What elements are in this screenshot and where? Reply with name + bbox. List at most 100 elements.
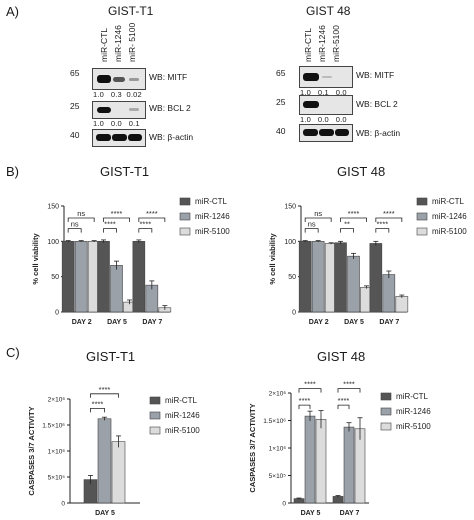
legend-label: miR-5100 xyxy=(432,227,467,236)
panel-a-letter: A) xyxy=(6,4,19,19)
quant-values: 1.0 0.3 0.02 xyxy=(93,90,142,99)
significance-label: **** xyxy=(111,209,123,218)
x-tick-label: DAY 5 xyxy=(344,319,364,326)
bar xyxy=(298,241,312,313)
y-tick-label: 0 xyxy=(282,501,286,508)
y-tick-label: 1×10⁶ xyxy=(269,446,287,453)
panel-c-letter: C) xyxy=(6,345,20,360)
significance-bracket xyxy=(337,404,350,410)
y-tick-label: 0 xyxy=(292,310,296,317)
legend-label: miR-CTL xyxy=(432,197,465,206)
bar xyxy=(110,265,123,313)
chart-title: GIST-T1 xyxy=(100,164,149,179)
bar xyxy=(334,242,347,313)
wb-label: WB: β-actin xyxy=(149,132,194,142)
lane-label: miR- 5100 xyxy=(127,22,137,62)
significance-label: **** xyxy=(343,380,355,389)
y-tick-label: 50 xyxy=(51,274,59,281)
chart-c-gist-48: GIST 48 0 5×10⁵ 1×10⁶ 1.5×10⁶ 2×10⁶ CASPASES 3… xyxy=(248,349,431,517)
legend-label: miR-5100 xyxy=(165,426,200,435)
significance-label: **** xyxy=(139,220,151,229)
legend-label: miR-1246 xyxy=(396,407,431,416)
legend-swatch xyxy=(416,197,428,206)
bar xyxy=(382,274,396,313)
bar xyxy=(97,418,112,504)
bar xyxy=(74,241,88,313)
mw-marker: 40 xyxy=(70,130,80,140)
legend-swatch xyxy=(179,197,191,206)
blot-bcl2 xyxy=(299,95,353,115)
legend-label: miR-CTL xyxy=(165,396,198,405)
y-tick-label: 1×10⁶ xyxy=(48,449,66,456)
y-axis-label: % cell viability xyxy=(268,233,277,285)
blot-title: GIST-T1 xyxy=(108,4,154,18)
legend-swatch xyxy=(380,422,392,431)
significance-bracket xyxy=(337,388,361,393)
x-tick-label: DAY 5 xyxy=(107,319,127,326)
significance-label: ns xyxy=(77,209,85,218)
significance-bracket xyxy=(90,407,105,413)
significance-label: **** xyxy=(304,380,316,389)
wb-label: WB: β-actin xyxy=(356,128,401,138)
blot-mitf xyxy=(92,68,146,90)
legend-swatch xyxy=(149,411,161,420)
chart-b-gist-48: GIST 48 0 50 100 150 % cell viability DAY 2 DAY… xyxy=(268,164,467,326)
wb-label: WB: MITF xyxy=(356,70,395,80)
y-axis-label: CASPASES 3/7 ACTIVITY xyxy=(248,403,257,492)
y-tick-label: 100 xyxy=(284,239,296,246)
significance-label: **** xyxy=(92,399,104,408)
legend-label: miR-5100 xyxy=(396,422,431,431)
significance-bracket xyxy=(138,217,166,223)
blot-mitf xyxy=(299,66,353,88)
x-tick-label: DAY 7 xyxy=(142,319,162,326)
blot-beta-actin xyxy=(92,129,146,147)
chart-b-gist-t1: GIST-T1 0 50 100 150 % cell viability DAY 2 DAY… xyxy=(31,164,230,326)
mw-marker: 25 xyxy=(276,97,286,107)
significance-bracket xyxy=(304,217,332,223)
chart-c-gist-t1: GIST-T1 0 5×10⁵ 1×10⁶ 1.5×10⁶ 2×10⁶ CASPASES 3… xyxy=(27,349,200,517)
significance-bracket xyxy=(375,217,403,223)
y-tick-label: 1.5×10⁶ xyxy=(263,418,286,425)
x-tick-label: DAY 2 xyxy=(309,319,329,326)
significance-label: ** xyxy=(344,220,350,229)
legend-swatch xyxy=(416,212,428,221)
y-tick-label: 100 xyxy=(47,239,59,246)
significance-label: **** xyxy=(338,396,350,405)
bar xyxy=(395,296,409,313)
lane-label: miR-1246 xyxy=(113,25,123,62)
y-tick-label: 1.5×10⁶ xyxy=(42,423,65,430)
y-axis-label: % cell viability xyxy=(31,233,40,285)
y-tick-label: 0 xyxy=(55,310,59,317)
chart-title: GIST-T1 xyxy=(86,349,135,364)
panel-b-letter: B) xyxy=(6,164,19,179)
bar xyxy=(369,243,383,313)
wb-label: WB: MITF xyxy=(149,72,188,82)
legend-swatch xyxy=(380,407,392,416)
significance-label: **** xyxy=(146,209,158,218)
y-tick-label: 5×10⁵ xyxy=(269,473,287,480)
x-tick-label: DAY 7 xyxy=(340,510,360,517)
significance-label: ns xyxy=(71,220,79,229)
legend-swatch xyxy=(179,227,191,236)
significance-bracket xyxy=(304,228,319,233)
legend-label: miR-CTL xyxy=(195,197,228,206)
significance-bracket xyxy=(103,217,130,223)
significance-bracket xyxy=(138,228,153,233)
y-tick-label: 2×10⁶ xyxy=(269,391,287,398)
significance-bracket xyxy=(298,388,322,393)
y-axis-label: CASPASES 3/7 ACTIVITY xyxy=(27,406,36,495)
legend-swatch xyxy=(416,227,428,236)
legend-label: miR-1246 xyxy=(195,212,230,221)
blot-beta-actin xyxy=(299,124,353,142)
mw-marker: 25 xyxy=(70,101,80,111)
bar xyxy=(61,241,75,313)
legend-swatch xyxy=(179,212,191,221)
significance-label: **** xyxy=(383,209,395,218)
x-tick-label: DAY 2 xyxy=(72,319,92,326)
significance-label: **** xyxy=(99,385,111,394)
x-tick-label: DAY 5 xyxy=(301,510,321,517)
legend-label: miR-CTL xyxy=(396,392,429,401)
bar xyxy=(354,428,366,504)
bar xyxy=(343,426,355,504)
mw-marker: 65 xyxy=(70,68,80,78)
